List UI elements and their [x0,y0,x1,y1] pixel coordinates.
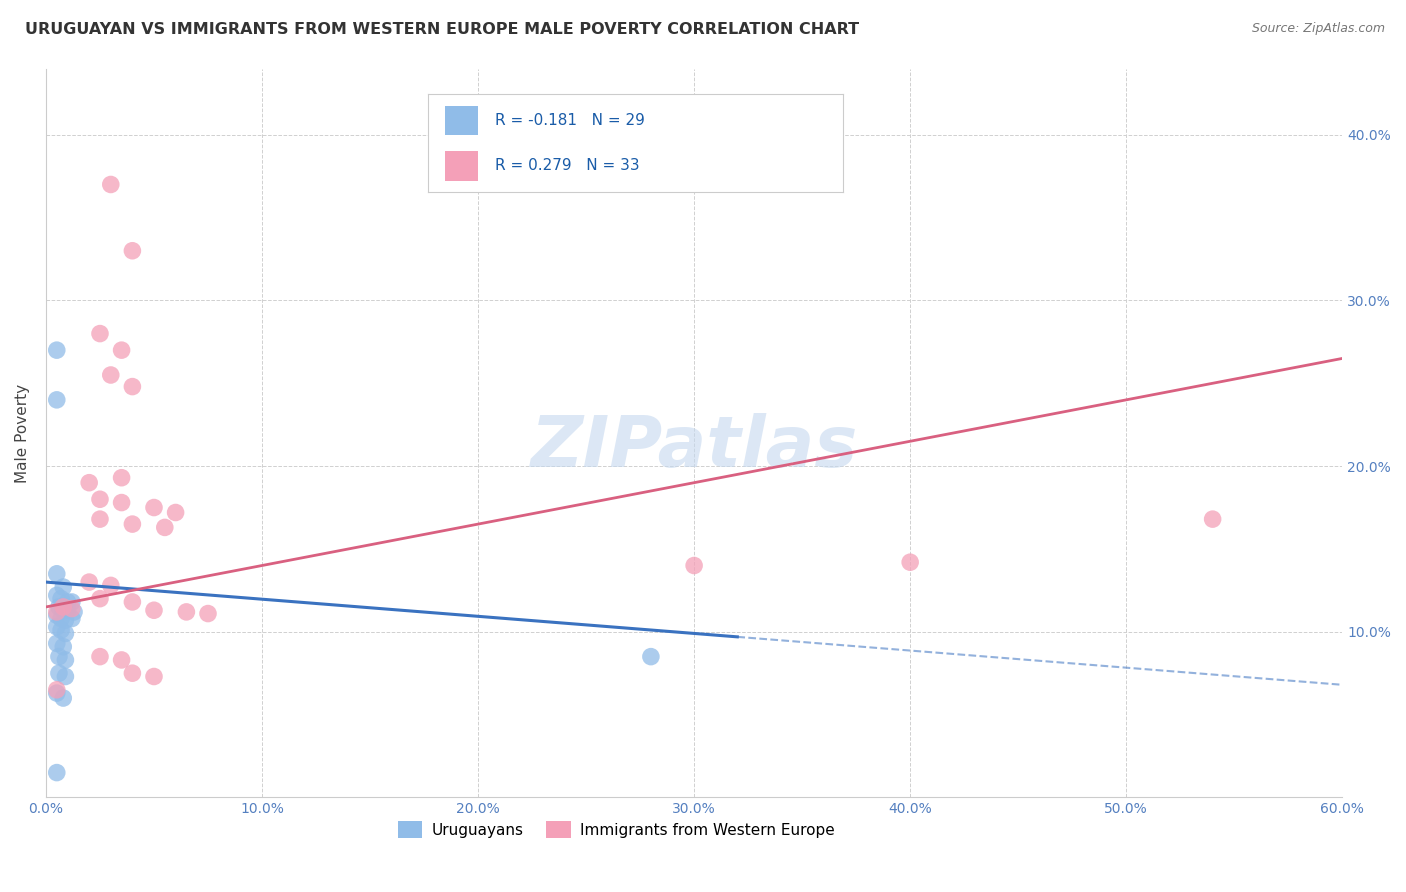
Point [45,588,67,602]
Point [176,605,198,619]
Point [52,599,75,614]
Point [60,595,83,609]
Point [89,512,111,526]
Point [100,178,122,192]
Point [45,608,67,623]
Point [49,611,72,625]
Point [110,495,132,509]
Point [45,686,67,700]
Point [52,691,75,706]
Point [52,640,75,654]
Point [640,649,662,664]
Point [110,653,132,667]
Point [143,603,166,617]
Point [55,613,77,627]
Point [45,636,67,650]
Point [45,682,67,697]
Point [48,649,70,664]
Point [60,611,83,625]
Point [49,591,72,606]
Point [45,343,67,358]
Point [52,603,75,617]
Point [165,506,187,520]
Point [143,500,166,515]
Point [52,580,75,594]
Point [100,368,122,382]
Point [110,471,132,485]
Point [45,392,67,407]
Point [63,605,86,619]
Point [77,575,100,590]
Point [197,607,219,621]
Point [60,601,83,615]
Y-axis label: Male Poverty: Male Poverty [15,384,30,483]
Text: URUGUAYAN VS IMMIGRANTS FROM WESTERN EUROPE MALE POVERTY CORRELATION CHART: URUGUAYAN VS IMMIGRANTS FROM WESTERN EUR… [25,22,859,37]
Text: Source: ZipAtlas.com: Source: ZipAtlas.com [1251,22,1385,36]
Point [56,603,79,617]
Point [153,520,176,534]
Point [121,244,143,258]
Point [77,475,100,490]
Point [49,623,72,637]
Point [683,558,706,573]
Point [121,379,143,393]
Point [45,566,67,581]
Point [56,595,79,609]
Point [1201,512,1223,526]
Text: ZIPatlas: ZIPatlas [530,413,858,482]
Point [55,669,77,683]
Point [100,578,122,592]
Point [121,595,143,609]
Point [55,653,77,667]
Point [45,765,67,780]
Point [121,517,143,532]
Point [89,649,111,664]
Point [48,666,70,681]
Point [48,599,70,614]
Point [89,492,111,507]
Point [143,669,166,683]
Point [121,666,143,681]
Point [45,605,67,619]
Point [89,591,111,606]
Legend: Uruguayans, Immigrants from Western Europe: Uruguayans, Immigrants from Western Euro… [392,814,841,845]
Point [89,326,111,341]
Point [898,555,921,569]
Point [110,343,132,358]
Point [55,626,77,640]
Point [45,620,67,634]
